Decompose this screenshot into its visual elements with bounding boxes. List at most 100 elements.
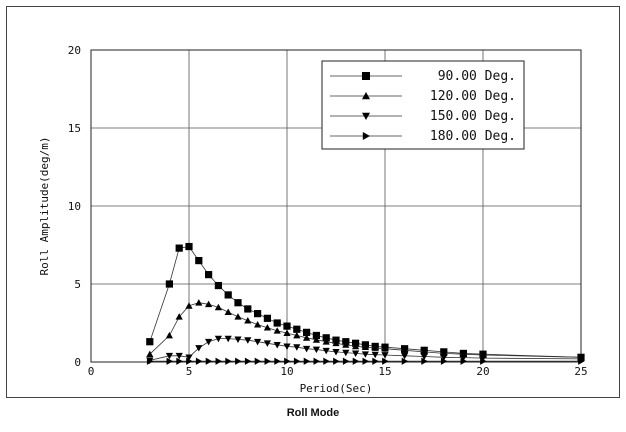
data-point-series-0 [273,319,281,327]
data-point-series-3 [372,357,379,365]
x-tick-label: 5 [186,365,193,378]
data-point-series-2 [361,351,369,358]
data-point-series-2 [254,338,262,346]
legend-label-2: 150.00 Deg. [430,109,516,124]
data-point-series-0 [322,334,330,342]
data-point-series-1 [312,336,320,343]
data-point-series-1 [283,329,291,337]
data-point-series-2 [283,343,291,350]
data-point-series-0 [303,328,311,336]
data-point-series-3 [225,357,232,365]
data-point-series-2 [459,354,467,362]
data-point-series-0 [312,331,320,340]
data-point-series-0 [293,325,301,333]
data-point-series-2 [401,352,409,360]
data-point-series-3 [421,357,428,365]
data-point-series-2 [312,346,320,354]
data-point-series-1 [205,300,213,308]
x-axis-label: Period(Sec) [300,382,373,395]
legend-label-1: 120.00 Deg. [430,89,516,104]
data-point-series-3 [303,357,311,365]
data-point-series-1 [361,343,369,351]
data-point-series-1 [352,342,360,350]
data-point-series-3 [460,357,467,365]
data-point-series-3 [293,357,301,365]
data-point-series-3 [215,357,222,365]
data-point-series-3 [244,357,252,365]
data-point-series-0 [146,338,154,346]
data-point-series-3 [176,357,183,365]
data-point-series-1 [234,313,242,320]
data-point-series-3 [313,357,320,365]
data-point-series-1 [224,308,232,315]
data-point-series-2 [224,335,232,343]
x-tick-label: 0 [88,365,95,378]
data-point-series-1 [342,341,350,348]
data-point-series-0 [205,271,213,279]
data-point-series-2 [420,353,428,361]
data-point-series-3 [235,357,242,365]
data-point-series-3 [166,357,173,365]
data-point-series-2 [175,352,183,360]
data-point-series-1 [322,338,330,345]
y-axis-label: Roll Amplitude(deg/m) [38,136,51,275]
data-point-series-3 [333,357,340,365]
data-point-series-0 [214,281,222,290]
legend-marker-1 [362,92,370,100]
data-point-series-3 [323,357,330,365]
data-point-series-1 [273,327,281,334]
data-point-series-0 [175,244,183,252]
data-point-series-1 [244,317,252,324]
data-point-series-2 [322,347,330,355]
data-point-series-3 [352,357,360,365]
data-point-series-2 [165,352,173,360]
data-point-series-3 [342,357,350,365]
chart-frame [6,6,620,398]
data-point-series-2 [479,355,487,362]
data-point-series-1 [175,313,183,320]
data-point-series-1 [254,320,262,328]
data-point-series-3 [186,357,193,365]
data-point-series-3 [362,357,369,365]
chart-caption: Roll Mode [286,407,340,419]
data-point-series-2 [185,354,193,361]
x-tick-label: 10 [280,365,293,378]
data-point-series-1 [263,324,271,331]
x-tick-label: 15 [378,365,391,378]
data-point-series-1 [293,331,301,339]
data-point-series-3 [205,357,213,365]
data-point-series-2 [263,340,271,347]
x-tick-label: 20 [476,365,489,378]
data-point-series-3 [264,357,271,365]
data-point-series-3 [440,357,448,365]
data-point-series-2 [244,337,252,344]
y-tick-label: 10 [68,200,81,213]
data-point-series-1 [303,334,311,341]
data-point-series-0 [244,305,252,313]
data-point-series-0 [195,257,203,265]
data-point-series-2 [352,350,360,358]
data-point-series-2 [303,345,311,353]
data-point-series-3 [382,357,389,365]
data-point-series-1 [420,348,428,355]
data-point-series-2 [332,348,340,356]
legend-marker-0 [362,72,370,80]
y-tick-label: 15 [68,122,81,135]
data-point-series-0 [283,322,291,330]
data-point-series-0 [224,291,232,299]
data-point-series-0 [165,280,173,288]
data-point-series-3 [284,357,291,365]
data-point-series-2 [371,351,379,359]
data-point-series-1 [146,350,154,358]
data-point-series-2 [214,335,222,343]
data-point-series-2 [440,354,448,361]
data-point-series-1 [185,302,193,309]
y-tick-label: 0 [74,356,81,369]
data-point-series-1 [165,331,173,339]
data-point-series-3 [480,357,487,365]
data-point-series-1 [401,346,409,354]
data-point-series-3 [274,357,281,365]
x-tick-label: 25 [574,365,587,378]
legend-marker-2 [362,112,370,120]
data-point-series-2 [293,344,301,351]
